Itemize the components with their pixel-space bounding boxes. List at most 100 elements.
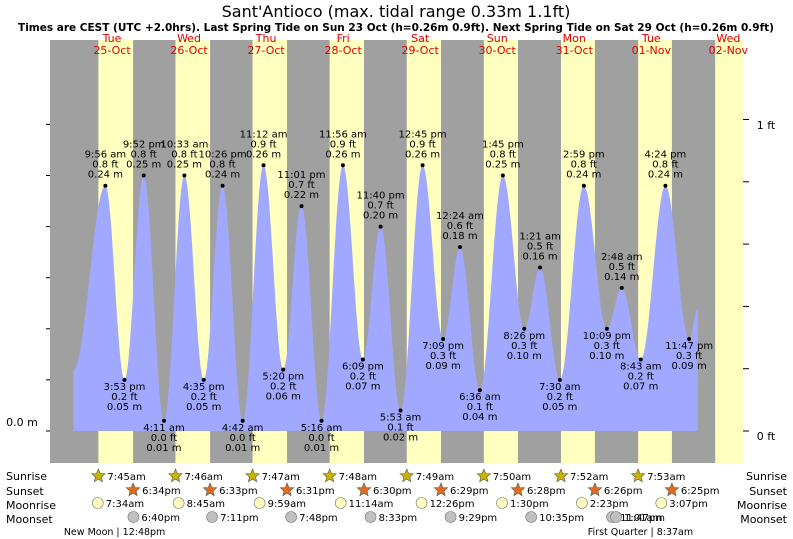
day-name: Thu bbox=[255, 32, 277, 45]
moonset-icon bbox=[444, 511, 457, 523]
tide-time: 4:42 am bbox=[222, 423, 264, 434]
tide-time: 7:30 am bbox=[539, 382, 581, 393]
tide-height-m: 0.04 m bbox=[462, 412, 497, 423]
moonrise-icon bbox=[334, 497, 347, 509]
day-date: 02-Nov bbox=[709, 44, 749, 57]
tide-time: 2:48 am bbox=[601, 252, 643, 263]
tide-height-ft: 0.2 ft bbox=[628, 371, 654, 382]
sunset-icon bbox=[433, 482, 449, 497]
moon-phase-label: First Quarter | 8:37am bbox=[588, 527, 693, 538]
day-name: Tue bbox=[641, 32, 661, 45]
moonrise-time: 7:34am bbox=[106, 499, 144, 510]
day-date: 28-Oct bbox=[324, 44, 362, 57]
tide-point bbox=[441, 337, 446, 342]
tide-height-m: 0.25 m bbox=[167, 160, 202, 171]
row-label-moonset-right: Moonset bbox=[740, 513, 787, 526]
day-date: 31-Oct bbox=[556, 44, 594, 57]
tide-height-ft: 0.9 ft bbox=[330, 139, 356, 150]
sunrise-icon bbox=[322, 468, 338, 483]
tide-height-ft: 0.9 ft bbox=[250, 139, 276, 150]
day-name: Sun bbox=[487, 32, 508, 45]
tide-time: 11:01 pm bbox=[277, 170, 325, 181]
tide-height-m: 0.16 m bbox=[522, 251, 557, 262]
moonrise-time: 11:14am bbox=[349, 499, 394, 510]
tide-time: 11:40 pm bbox=[357, 191, 405, 202]
tide-height-ft: 0.2 ft bbox=[111, 392, 137, 403]
tide-height-ft: 0.8 ft bbox=[490, 150, 516, 161]
tide-point bbox=[261, 163, 266, 168]
tide-height-ft: 0.0 ft bbox=[151, 433, 177, 444]
sunset-time: 6:26pm bbox=[604, 486, 643, 497]
tide-height-ft: 0.3 ft bbox=[430, 351, 456, 362]
moonset-time: 1:01am bbox=[624, 513, 662, 524]
tide-point bbox=[281, 367, 286, 372]
day-date: 26-Oct bbox=[170, 44, 208, 57]
tide-height-m: 0.20 m bbox=[363, 211, 398, 222]
tide-point bbox=[360, 357, 365, 362]
tide-time: 8:43 am bbox=[620, 361, 662, 372]
sunset-time: 6:30pm bbox=[373, 486, 412, 497]
tide-height-ft: 0.5 ft bbox=[609, 262, 635, 273]
sunset-icon bbox=[510, 482, 526, 497]
tide-height-ft: 0.8 ft bbox=[92, 160, 118, 171]
tide-height-m: 0.26 m bbox=[405, 149, 440, 160]
moonrise-icon bbox=[496, 497, 508, 509]
tide-height-m: 0.02 m bbox=[383, 433, 418, 444]
moonset-icon bbox=[127, 511, 140, 523]
tide-height-ft: 0.0 ft bbox=[229, 433, 255, 444]
tide-curve bbox=[73, 165, 698, 432]
tide-point bbox=[663, 183, 668, 188]
tide-height-m: 0.07 m bbox=[623, 381, 658, 392]
sunrise-icon bbox=[399, 468, 415, 483]
sunset-time: 6:33pm bbox=[219, 486, 258, 497]
row-label-sunset-right: Sunset bbox=[749, 485, 787, 498]
tide-point bbox=[220, 183, 225, 188]
tide-height-ft: 0.2 ft bbox=[191, 392, 217, 403]
day-name: Wed bbox=[177, 32, 201, 45]
day-name: Sat bbox=[411, 32, 430, 45]
sunrise-time: 7:49am bbox=[416, 472, 454, 483]
row-label-moonset-left: Moonset bbox=[6, 513, 53, 526]
moonrise-icon bbox=[253, 497, 266, 509]
sunset-icon bbox=[664, 482, 680, 497]
sunrise-time: 7:45am bbox=[107, 472, 145, 483]
right-axis-label-0ft: 0 ft bbox=[757, 430, 776, 443]
tide-height-ft: 0.8 ft bbox=[171, 150, 197, 161]
tide-height-ft: 0.6 ft bbox=[447, 221, 473, 232]
tide-time: 10:26 pm bbox=[199, 150, 247, 161]
moonset-icon bbox=[525, 511, 537, 523]
tide-point bbox=[201, 377, 206, 382]
tide-height-m: 0.09 m bbox=[426, 361, 461, 372]
chart-subtitle: Times are CEST (UTC +2.0hrs). Last Sprin… bbox=[18, 22, 774, 34]
tide-height-ft: 0.8 ft bbox=[652, 160, 678, 171]
tide-time: 9:56 am bbox=[85, 150, 127, 161]
tide-time: 11:47 pm bbox=[665, 341, 713, 352]
tide-height-m: 0.26 m bbox=[325, 149, 360, 160]
moonset-time: 11:47pm bbox=[620, 513, 665, 524]
axis-ticks bbox=[46, 118, 749, 432]
tide-height-m: 0.09 m bbox=[672, 361, 707, 372]
tide-height-m: 0.25 m bbox=[485, 160, 520, 171]
day-name: Fri bbox=[337, 32, 350, 45]
tide-time: 4:35 pm bbox=[183, 382, 225, 393]
tide-height-m: 0.25 m bbox=[126, 160, 161, 171]
tide-time: 11:12 am bbox=[240, 129, 288, 140]
day-date: 25-Oct bbox=[93, 44, 131, 57]
tide-height-m: 0.26 m bbox=[246, 149, 281, 160]
tide-height-m: 0.05 m bbox=[186, 402, 221, 413]
sunset-icon bbox=[202, 482, 218, 497]
moonrise-icon bbox=[91, 497, 104, 509]
tide-point bbox=[378, 224, 383, 229]
tide-height-ft: 0.8 ft bbox=[131, 150, 157, 161]
tide-point bbox=[581, 183, 586, 188]
tide-height-ft: 0.3 ft bbox=[594, 341, 620, 352]
tide-point bbox=[500, 173, 505, 178]
sunset-time: 6:25pm bbox=[681, 486, 720, 497]
tide-point bbox=[240, 418, 245, 423]
moonset-icon bbox=[206, 511, 218, 523]
tide-height-m: 0.24 m bbox=[648, 170, 683, 181]
tide-height-m: 0.07 m bbox=[345, 381, 380, 392]
sunset-time: 6:31pm bbox=[296, 486, 335, 497]
right-axis-label-1ft: 1 ft bbox=[757, 119, 776, 132]
tide-height-m: 0.18 m bbox=[442, 231, 477, 242]
